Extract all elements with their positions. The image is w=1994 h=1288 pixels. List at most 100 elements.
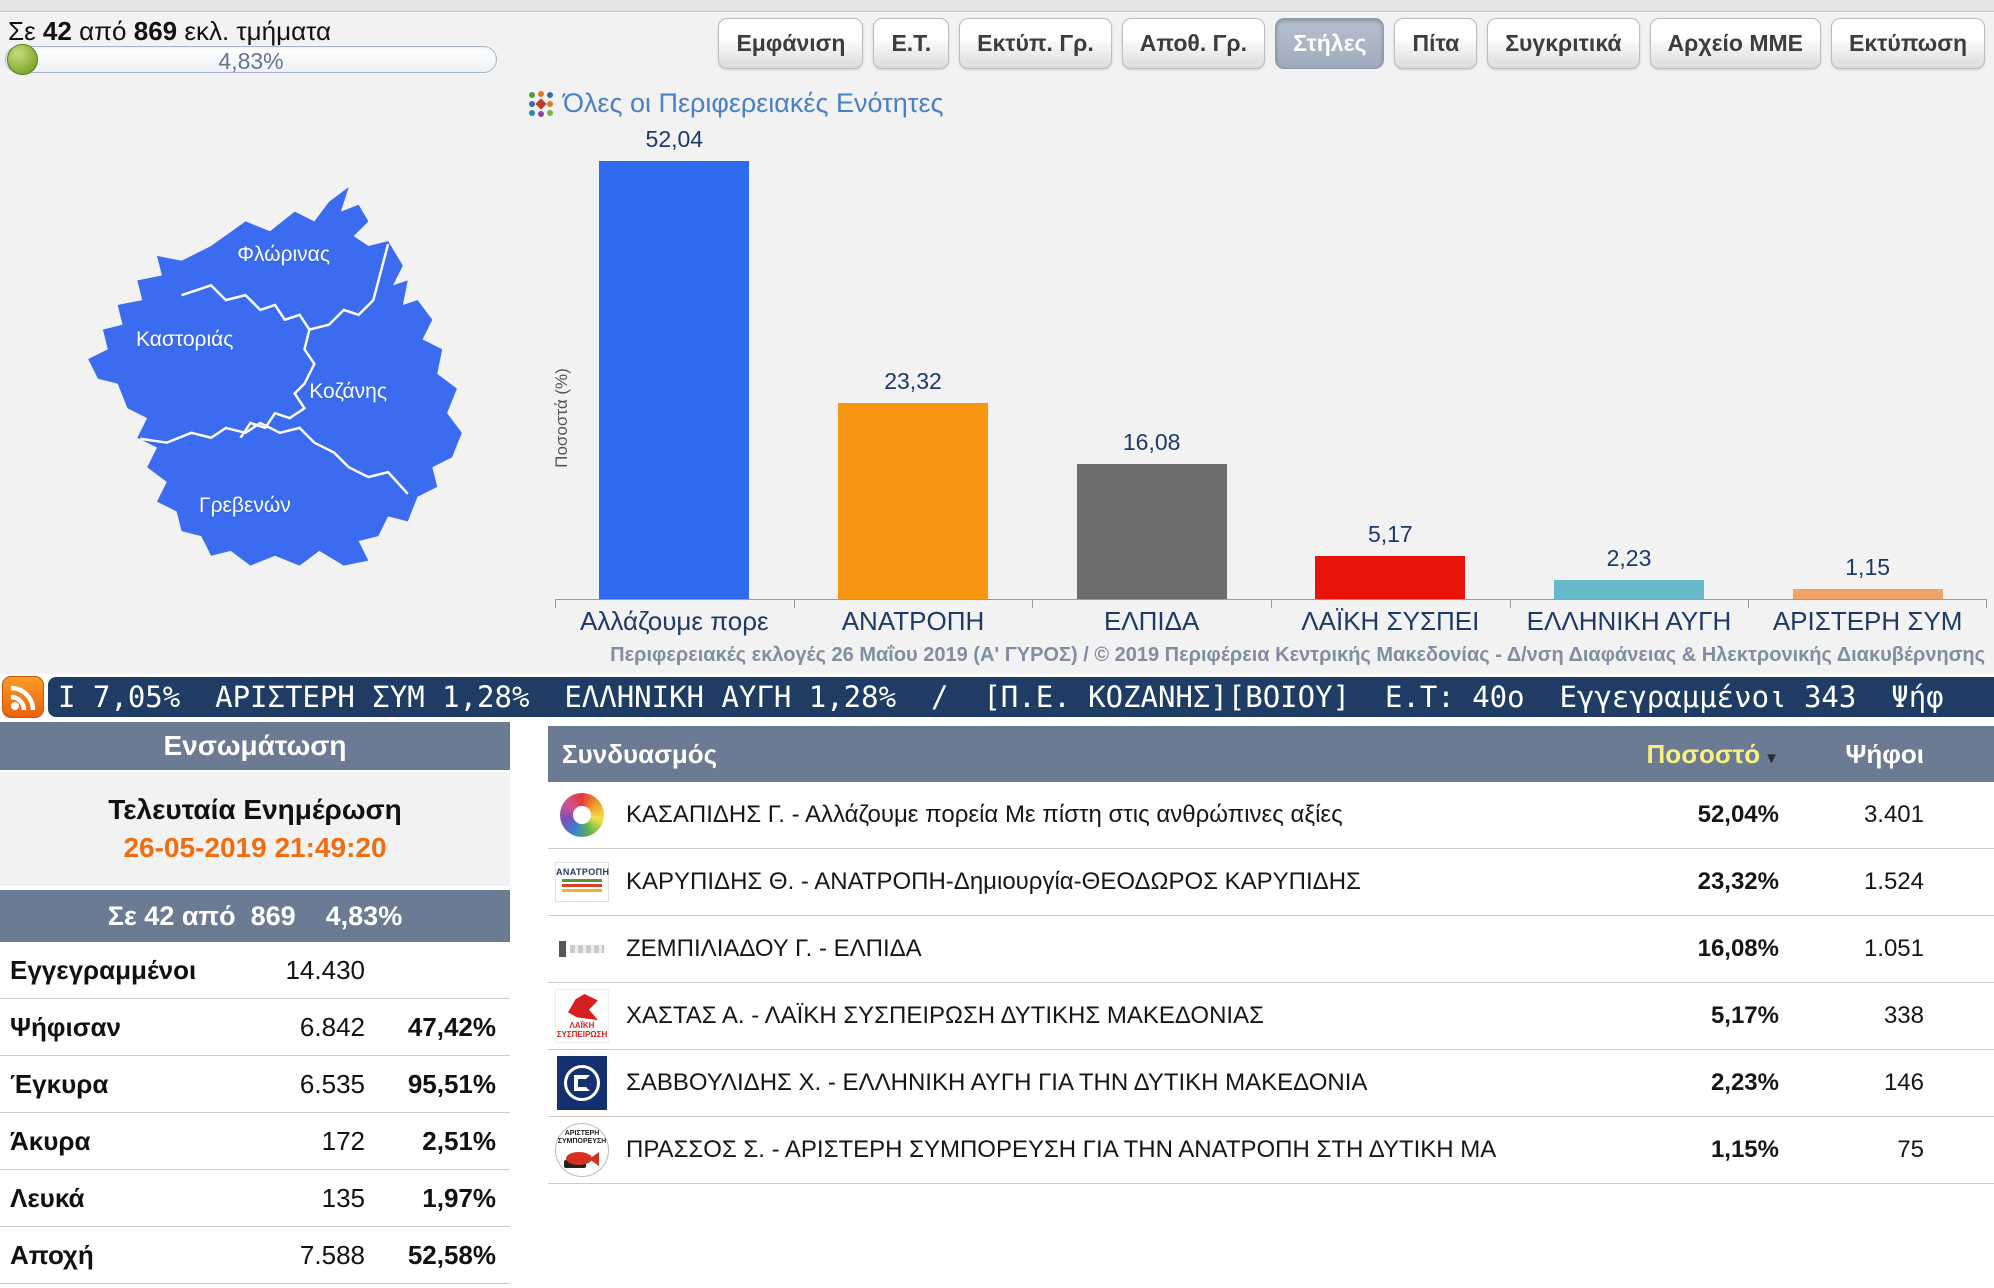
combination-name: ΣΑΒΒΟΥΛΙΔΗΣ Χ. - ΕΛΛΗΝΙΚΗ ΑΥΓΗ ΓΙΑ ΤΗΝ Δ… (626, 1069, 1368, 1096)
stat-label: Λευκά (10, 1182, 85, 1213)
elliniki-avgi-logo-icon (557, 1056, 607, 1110)
stat-label: Άκυρα (10, 1125, 91, 1156)
results-table: Συνδυασμός Ποσοστό ▼ Ψήφοι ΚΑΣΑΠΙΔΗΣ Γ. -… (548, 726, 1994, 1184)
chart-caption: Περιφερειακές εκλογές 26 Μαΐου 2019 (Α' … (610, 644, 1985, 666)
elpida-logo-icon (555, 934, 609, 964)
party-logo: ΛΑΪΚΗ ΣΥΣΠΕΙΡΩΣΗ (554, 988, 610, 1044)
category-label: ΑΡΙΣΤΕΡΗ ΣΥΜ (1772, 606, 1963, 636)
map-region-label: Γρεβενών (199, 493, 291, 517)
aristeri-logo-icon: ΑΡΙΣΤΕΡΗ ΣΥΜΠΟΡΕΥΣΗ (555, 1123, 609, 1177)
stat-label: Ψήφισαν (10, 1011, 121, 1042)
ticker-text: Ι 7,05% ΑΡΙΣΤΕΡΗ ΣΥΜ 1,28% ΕΛΛΗΝΙΚΗ ΑΥΓΗ… (58, 680, 1944, 714)
axis-tick (1271, 599, 1272, 608)
stat-value: 135 (321, 1182, 365, 1213)
stat-row: Έγκυρα 6.535 95,51% (0, 1056, 510, 1113)
toolbar-button-συγκριτικά[interactable]: Συγκριτικά (1487, 18, 1640, 69)
region-map[interactable]: Φλώρινας Καστοριάς Κοζάνης Γρεβενών (60, 128, 490, 600)
combination-votes: 3.401 (1863, 801, 1924, 828)
stat-value: 6.842 (299, 1011, 365, 1042)
party-logo (554, 1055, 610, 1111)
top-section: Σε 42 από 869 εκλ. τμήματα 4,83% Εμφάνισ… (0, 0, 1994, 674)
turnout-stats: Εγγεγραμμένοι 14.430 Ψήφισαν 6.842 47,42% Έγκ… (0, 942, 510, 1284)
kasapidis-logo-icon (560, 793, 604, 837)
combination-percent: 23,32% (1697, 868, 1779, 895)
column-combination: Συνδυασμός (562, 738, 718, 769)
result-row[interactable]: ΑΡΙΣΤΕΡΗ ΣΥΜΠΟΡΕΥΣΗ ΠΡΑΣΣΟΣ Σ. - ΑΡΙΣΤΕΡΗ … (548, 1117, 1994, 1184)
sections-total: 869 (133, 16, 178, 46)
sections-current: 42 (42, 16, 72, 46)
stat-value: 172 (321, 1125, 365, 1156)
result-row[interactable]: ΖΕΜΠΙΛΙΑΔΟΥ Γ. - ΕΛΠΙΔΑ 16,08% 1.051 (548, 916, 1994, 983)
last-update-value: 26-05-2019 21:49:20 (123, 832, 387, 863)
combination-votes: 338 (1883, 1002, 1924, 1029)
combination-percent: 5,17% (1710, 1002, 1779, 1029)
chart-title-row: Όλες οι Περιφερειακές Ενότητες (527, 88, 944, 119)
bar-value-label: 16,08 (1122, 429, 1181, 455)
progress-percent: 4,83% (218, 48, 284, 74)
result-row[interactable]: ΣΑΒΒΟΥΛΙΔΗΣ Χ. - ΕΛΛΗΝΙΚΗ ΑΥΓΗ ΓΙΑ ΤΗΝ Δ… (548, 1050, 1994, 1117)
party-logo (554, 921, 610, 977)
toolbar-button-εκτύπωση[interactable]: Εκτύπωση (1831, 18, 1985, 69)
toolbar: Εμφάνιση Ε.Τ. Εκτύπ. Γρ. Αποθ. Γρ. Στήλες Πίτ… (718, 18, 1985, 69)
laiki-syspirosi-logo-icon: ΛΑΪΚΗ ΣΥΣΠΕΙΡΩΣΗ (555, 989, 609, 1043)
bar-ΕΛΠΙΔΑ (1076, 464, 1227, 599)
toolbar-button-αποθ-γρ-[interactable]: Αποθ. Γρ. (1121, 18, 1266, 69)
axis-tick (1509, 599, 1511, 608)
result-row[interactable]: ΚΑΣΑΠΙΔΗΣ Γ. - Αλλάζουμε πορεία Με πίστη… (548, 782, 1994, 849)
news-ticker: Ι 7,05% ΑΡΙΣΤΕΡΗ ΣΥΜ 1,28% ΕΛΛΗΝΙΚΗ ΑΥΓΗ… (48, 677, 1994, 717)
combination-votes: 1.051 (1863, 935, 1924, 962)
stat-percent: 1,97% (422, 1182, 496, 1213)
stat-row: Αποχή 7.588 52,58% (0, 1227, 510, 1284)
progress-bar: 4,83% (5, 44, 497, 75)
x-axis-labels: Αλλάζουμε πορε ΑΝΑΤΡΟΠΗ ΕΛΠΙΔΑ ΛΑΪΚΗ ΣΥΣΠΕΙ… (555, 606, 1987, 642)
west-macedonia-map-shape[interactable] (60, 128, 490, 600)
chart-title: Όλες οι Περιφερειακές Ενότητες (563, 88, 944, 118)
combination-votes: 75 (1897, 1136, 1924, 1163)
bar-value-label: 1,15 (1845, 554, 1891, 580)
sort-desc-icon: ▼ (1764, 749, 1779, 767)
category-label: ΛΑΪΚΗ ΣΥΣΠΕΙ (1301, 606, 1480, 636)
axis-tick (793, 599, 795, 608)
result-row[interactable]: ΛΑΪΚΗ ΣΥΣΠΕΙΡΩΣΗ ΧΑΣΤΑΣ Α. - ΛΑΪΚΗ ΣΥΣΠΕΙΡ… (548, 983, 1994, 1050)
bar-value-label: 5,17 (1367, 521, 1413, 547)
combination-name: ΖΕΜΠΙΛΙΑΔΟΥ Γ. - ΕΛΠΙΔΑ (626, 935, 922, 962)
sections-counted-line: Σε 42 από 869 εκλ. τμήματα (8, 16, 332, 46)
toolbar-button-στήλες[interactable]: Στήλες (1275, 18, 1385, 69)
toolbar-button-πίτα[interactable]: Πίτα (1394, 18, 1478, 69)
bar-ΛΑΪΚΗ ΣΥΣΠΕΙ (1315, 556, 1466, 599)
party-logo: ΑΝΑΤΡΟΠΗ (554, 854, 610, 910)
integration-panel-title: Ενσωμάτωση (0, 722, 510, 770)
toolbar-button-ε-τ-[interactable]: Ε.Τ. (873, 18, 950, 69)
combination-name: ΚΑΣΑΠΙΔΗΣ Γ. - Αλλάζουμε πορεία Με πίστη… (626, 801, 1343, 828)
stat-row: Λευκά 135 1,97% (0, 1170, 510, 1227)
bar-Αλλάζουμε πορε (599, 161, 750, 599)
rss-icon[interactable] (2, 676, 44, 718)
category-label: ΕΛΛΗΝΙΚΗ ΑΥΓΗ (1526, 606, 1732, 636)
toolbar-button-εμφάνιση[interactable]: Εμφάνιση (718, 18, 864, 69)
map-region-label: Καστοριάς (135, 328, 234, 352)
column-percent-sort[interactable]: Ποσοστό ▼ (1646, 738, 1779, 769)
category-label: ΑΝΑΤΡΟΠΗ (841, 606, 985, 636)
stat-percent: 52,58% (407, 1239, 496, 1270)
stat-label: Αποχή (10, 1239, 94, 1270)
combination-votes: 146 (1883, 1069, 1924, 1096)
stat-value: 7.588 (299, 1239, 365, 1270)
toolbar-button-εκτύπ-γρ-[interactable]: Εκτύπ. Γρ. (959, 18, 1112, 69)
stat-row: Άκυρα 172 2,51% (0, 1113, 510, 1170)
toolbar-button-αρχείο-μμε[interactable]: Αρχείο ΜΜΕ (1649, 18, 1821, 69)
bar-chart-plot: 52,04 23,32 16,08 5,17 2,23 1,15 (555, 112, 1987, 608)
ticker-row: Ι 7,05% ΑΡΙΣΤΕΡΗ ΣΥΜ 1,28% ΕΛΛΗΝΙΚΗ ΑΥΓΗ… (0, 676, 1994, 718)
window-top-strip (0, 0, 1994, 12)
axis-tick (1748, 599, 1750, 608)
party-logo (554, 787, 610, 843)
bar-ΑΡΙΣΤΕΡΗ ΣΥΜ (1792, 589, 1943, 599)
bar-ΕΛΛΗΝΙΚΗ ΑΥΓΗ (1554, 580, 1704, 599)
coverage-line: Σε 42 από 869 4,83% (0, 890, 510, 942)
combination-percent: 52,04% (1697, 801, 1779, 828)
stat-percent: 95,51% (407, 1068, 496, 1099)
integration-panel: Ενσωμάτωση Τελευταία Ενημέρωση 26-05-201… (0, 722, 510, 1284)
party-logo: ΑΡΙΣΤΕΡΗ ΣΥΜΠΟΡΕΥΣΗ (554, 1122, 610, 1178)
result-row[interactable]: ΑΝΑΤΡΟΠΗ ΚΑΡΥΠΙΔΗΣ Θ. - ΑΝΑΤΡΟΠΗ-Δημιουργ… (548, 849, 1994, 916)
bar-value-label: 52,04 (645, 126, 704, 152)
